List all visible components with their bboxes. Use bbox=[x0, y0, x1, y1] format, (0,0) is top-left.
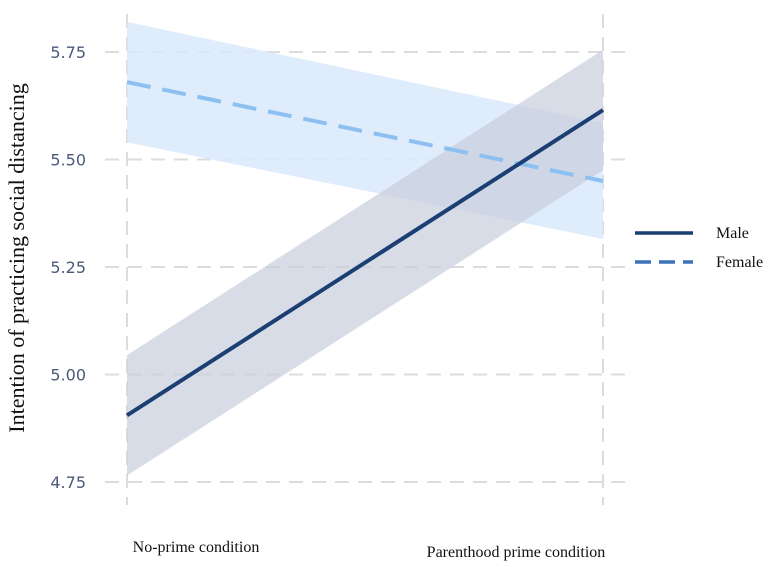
x-axis-categories: No-prime condition Parenthood prime condi… bbox=[133, 539, 606, 561]
series-line-female bbox=[126, 80, 604, 183]
y-tick-label: 5.00 bbox=[50, 366, 86, 385]
y-tick-label: 5.25 bbox=[50, 258, 86, 277]
confidence-bands bbox=[127, 21, 603, 476]
x-category-label: Parenthood prime condition bbox=[427, 544, 606, 561]
legend-label-female: Female bbox=[716, 254, 763, 271]
y-tick-label: 5.75 bbox=[50, 43, 86, 62]
series-line-male bbox=[125, 108, 605, 418]
series-lines bbox=[125, 80, 605, 418]
y-tick-label: 4.75 bbox=[50, 473, 86, 492]
legend-label-male: Male bbox=[716, 225, 749, 242]
x-category-label: No-prime condition bbox=[133, 539, 260, 556]
y-axis-ticks: 4.75 5.00 5.25 5.50 5.75 bbox=[50, 43, 86, 492]
legend: Male Female bbox=[635, 225, 763, 271]
y-tick-label: 5.50 bbox=[50, 151, 86, 170]
y-axis-title: Intention of practicing social distancin… bbox=[4, 83, 29, 432]
